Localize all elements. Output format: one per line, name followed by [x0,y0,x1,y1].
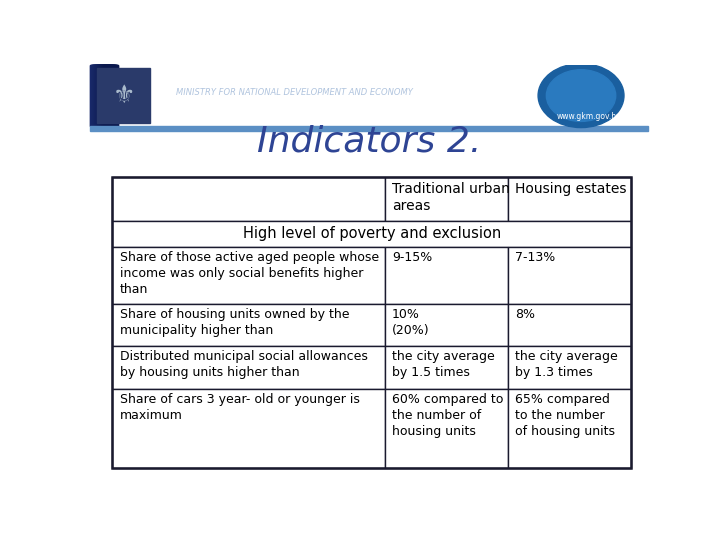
Text: High level of poverty and exclusion: High level of poverty and exclusion [243,226,501,241]
Text: Housing estates: Housing estates [515,182,626,196]
Circle shape [546,70,616,122]
Bar [384,346,508,389]
Text: 65% compared
to the number
of housing units: 65% compared to the number of housing un… [515,393,615,438]
Bar [94,65,108,126]
Bar [98,65,112,126]
Bar [102,65,116,126]
Text: 60% compared to
the number of
housing units: 60% compared to the number of housing un… [392,393,503,438]
Bar [93,65,108,126]
Bar [508,389,631,468]
Bar [384,247,508,303]
Bar [102,65,117,126]
Bar [100,65,114,126]
Bar [508,247,631,303]
Bar [112,247,384,303]
Text: 9-15%: 9-15% [392,251,432,264]
Bar [92,65,107,126]
Bar [90,65,105,126]
Bar [95,65,109,126]
Text: the city average
by 1.3 times: the city average by 1.3 times [515,350,618,379]
Bar [99,65,114,126]
Text: Traditional urban
areas: Traditional urban areas [392,182,510,213]
Bar [95,65,109,126]
Bar [112,389,384,468]
Bar [98,65,112,126]
Bar [96,65,110,126]
Bar [97,65,112,126]
Text: 8%: 8% [515,308,535,321]
Bar [384,389,508,468]
Bar [94,65,108,126]
Bar [101,65,115,126]
Text: the city average
by 1.5 times: the city average by 1.5 times [392,350,495,379]
Text: www.gkm.gov.hu: www.gkm.gov.hu [557,112,622,122]
Text: 10%
(20%): 10% (20%) [392,308,430,337]
Text: Distributed municipal social allowances
by housing units higher than: Distributed municipal social allowances … [120,350,367,379]
Bar [96,65,111,126]
Bar [90,65,104,126]
Bar [384,303,508,346]
Bar [508,346,631,389]
Text: Share of those active aged people whose
income was only social benefits higher
t: Share of those active aged people whose … [120,251,379,296]
Bar [101,65,115,126]
Circle shape [538,64,624,127]
Text: Share of housing units owned by the
municipality higher than: Share of housing units owned by the muni… [120,308,349,337]
Bar [102,65,117,126]
Bar [97,65,112,126]
Bar [91,65,106,126]
Bar [90,126,648,131]
Bar [508,177,631,221]
Text: Share of cars 3 year- old or younger is
maximum: Share of cars 3 year- old or younger is … [120,393,359,422]
Bar [384,177,508,221]
Text: MINISTRY FOR NATIONAL DEVELOPMENT AND ECONOMY: MINISTRY FOR NATIONAL DEVELOPMENT AND EC… [176,87,413,97]
Bar [94,65,109,126]
Text: Indicators 2.: Indicators 2. [257,125,481,159]
Text: 7-13%: 7-13% [515,251,555,264]
Bar [112,177,631,468]
Bar [96,65,110,126]
Bar [99,65,114,126]
Bar [91,65,106,126]
Bar [508,303,631,346]
Text: ⚜: ⚜ [112,84,135,107]
Bar [112,177,384,221]
Bar [93,65,107,126]
Bar [91,65,107,126]
Bar [92,65,107,126]
Bar [103,65,118,126]
Bar [99,65,113,126]
Bar [100,65,114,126]
Bar [96,68,150,123]
Bar [91,65,105,126]
Bar [112,303,384,346]
Bar [103,65,117,126]
Bar [102,65,117,126]
Bar [101,65,116,126]
Bar [99,65,113,126]
Bar [112,221,631,247]
Bar [112,346,384,389]
Bar [104,65,118,126]
Bar [94,65,109,126]
Bar [96,65,111,126]
